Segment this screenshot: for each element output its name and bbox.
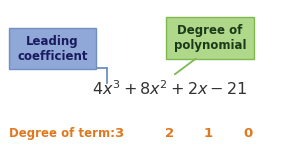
Text: 3: 3: [114, 127, 123, 140]
FancyBboxPatch shape: [167, 17, 254, 59]
Text: 2: 2: [165, 127, 174, 140]
Text: Degree of term:: Degree of term:: [9, 127, 115, 140]
Text: 1: 1: [204, 127, 213, 140]
Text: $4x^3 + 8x^2 + 2x - 21$: $4x^3 + 8x^2 + 2x - 21$: [92, 79, 247, 98]
Text: Leading
coefficient: Leading coefficient: [17, 35, 88, 63]
FancyBboxPatch shape: [9, 28, 96, 69]
Text: Degree of
polynomial: Degree of polynomial: [174, 24, 246, 52]
Text: 0: 0: [243, 127, 252, 140]
